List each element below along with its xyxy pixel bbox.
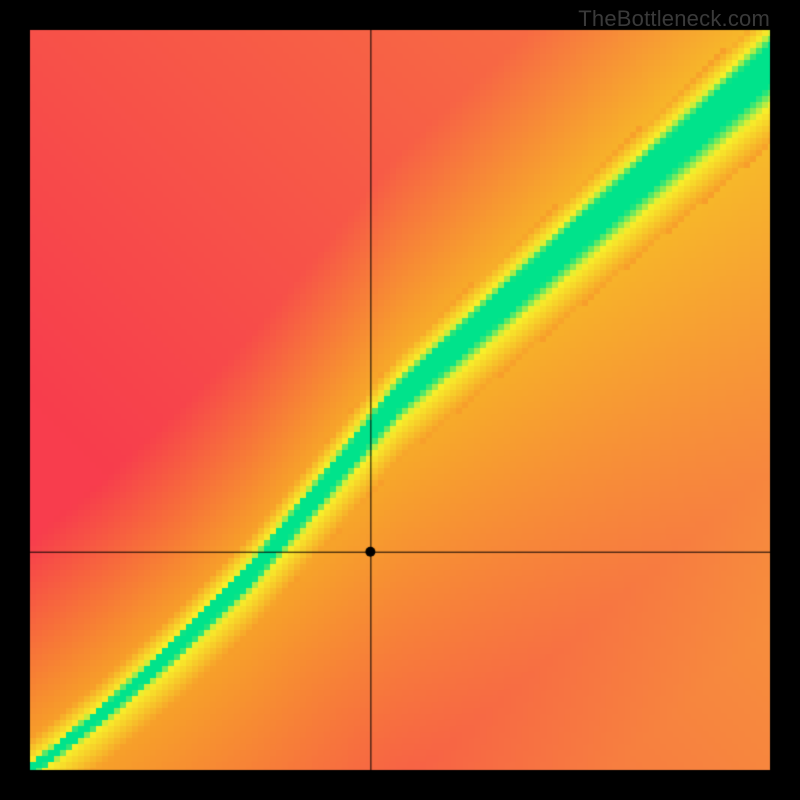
bottleneck-heatmap <box>0 0 800 800</box>
watermark-text: TheBottleneck.com <box>578 6 770 32</box>
